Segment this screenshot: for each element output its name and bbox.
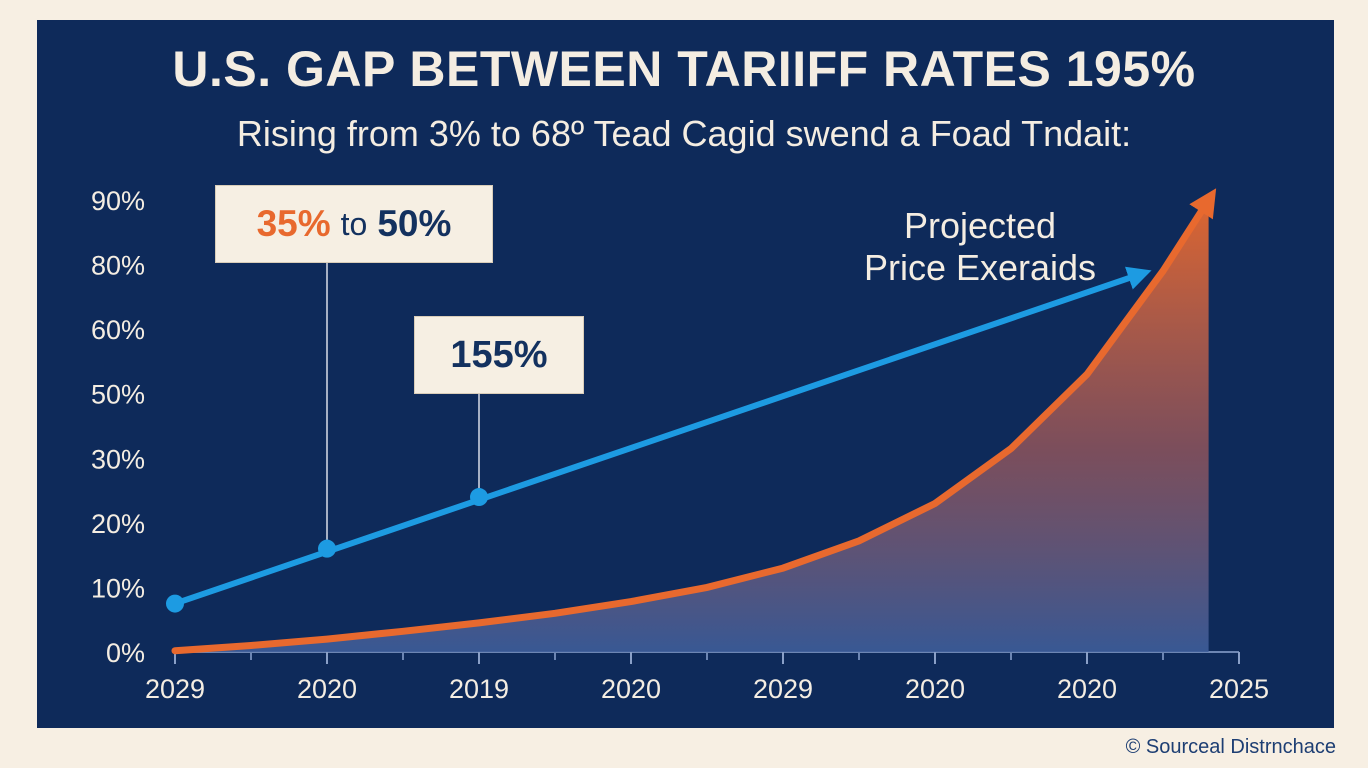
blue-data-point bbox=[318, 539, 336, 558]
callout-155: 155% bbox=[414, 316, 584, 394]
y-tick-label: 0% bbox=[106, 638, 145, 668]
x-axis: 2029 2020 2019 2020 2029 2020 2020 2025 bbox=[145, 651, 1269, 704]
callout-35-to-50: 35% to 50% bbox=[215, 185, 493, 263]
orange-series-line bbox=[171, 188, 1217, 655]
y-axis-ticks: 0% 10% 20% 30% 50% 60% 80% 90% bbox=[91, 186, 145, 668]
y-tick-label: 50% bbox=[91, 380, 145, 410]
callout-connector: to bbox=[340, 205, 368, 242]
projected-label-line1: Projected bbox=[903, 205, 1057, 246]
orange-area bbox=[175, 200, 1209, 652]
y-tick-label: 60% bbox=[91, 315, 145, 345]
series-layer bbox=[166, 188, 1217, 655]
x-tick-label: 2020 bbox=[297, 674, 357, 704]
callout-value-start: 35% bbox=[256, 203, 331, 244]
source-note: © Sourceal Distrnchace bbox=[1125, 736, 1336, 758]
x-tick-label: 2020 bbox=[905, 674, 965, 704]
callout-value: 155% bbox=[450, 333, 548, 376]
x-tick-label: 2029 bbox=[753, 674, 813, 704]
x-tick-label: 2025 bbox=[1209, 674, 1269, 704]
x-tick-label: 2020 bbox=[1057, 674, 1117, 704]
x-tick-label: 2020 bbox=[601, 674, 661, 704]
callout-value-end: 50% bbox=[377, 203, 452, 244]
y-tick-label: 30% bbox=[91, 444, 145, 474]
x-tick-label: 2029 bbox=[145, 674, 205, 704]
blue-data-point bbox=[470, 488, 488, 507]
projected-label: Projected Price Exeraids bbox=[840, 205, 1120, 289]
y-tick-label: 90% bbox=[91, 186, 145, 216]
projected-label-line2: Price Exeraids bbox=[863, 247, 1097, 288]
y-tick-label: 10% bbox=[91, 573, 145, 603]
y-tick-label: 20% bbox=[91, 509, 145, 539]
x-tick-label: 2019 bbox=[449, 674, 509, 704]
chart-title: U.S. GAP BETWEEN TARIIFF RATES 195% bbox=[172, 41, 1196, 97]
y-tick-label: 80% bbox=[91, 251, 145, 281]
blue-data-point bbox=[166, 594, 184, 613]
chart-subtitle: Rising from 3% to 68º Tead Cagid swend a… bbox=[236, 113, 1132, 154]
